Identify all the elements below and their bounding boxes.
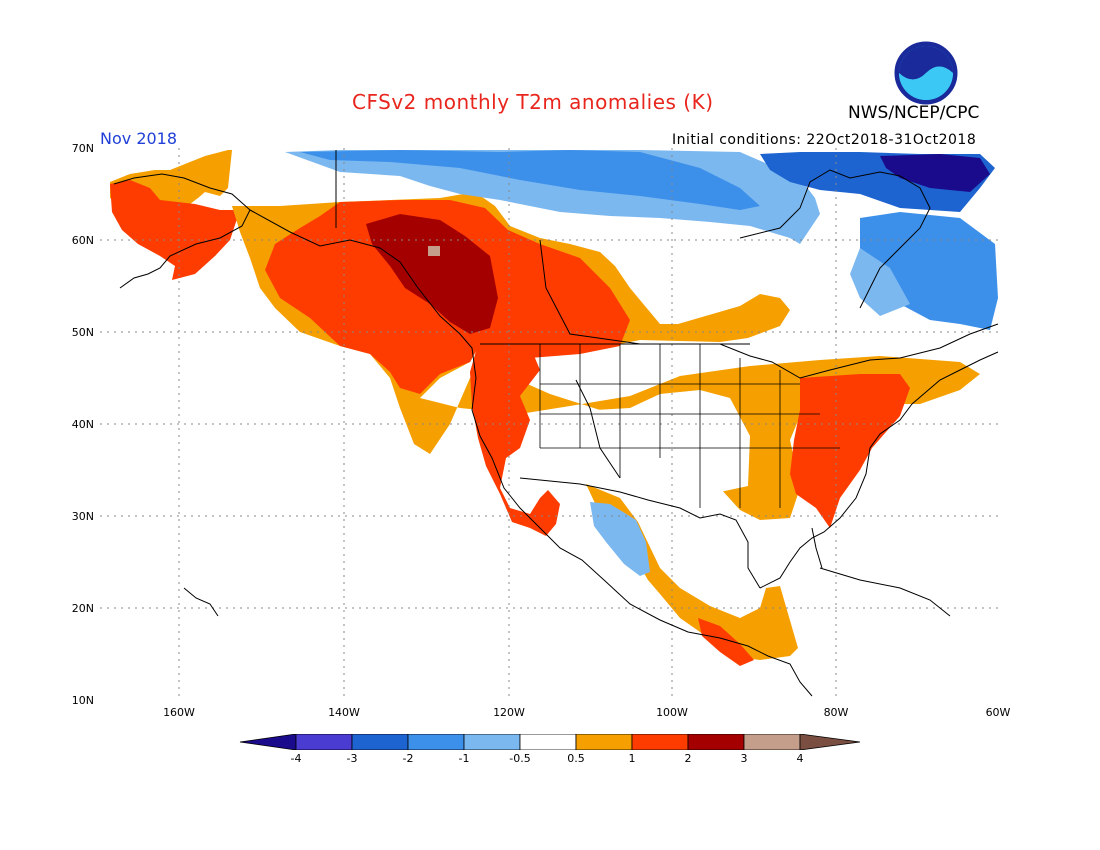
colorbar-swatch-5	[519, 734, 577, 750]
colorbar-label-neg4: -4	[290, 752, 302, 765]
anomaly-shading	[110, 150, 998, 666]
lat-label-50n: 50N	[71, 326, 94, 339]
anomaly-region-alaska-hot	[110, 180, 240, 280]
colorbar-swatch-below-4	[239, 734, 297, 750]
colorbar-label-1: 1	[628, 752, 636, 765]
anomaly-region-quebec-cold	[860, 212, 998, 330]
lat-label-60n: 60N	[71, 234, 94, 247]
colorbar-label-neg2: -2	[402, 752, 414, 765]
colorbar-swatch-6	[575, 734, 633, 750]
forecast-month: Nov 2018	[100, 129, 178, 148]
lat-label-20n: 20N	[71, 602, 94, 615]
colorbar-label-neg1: -1	[458, 752, 470, 765]
colorbar-swatch-4	[463, 734, 521, 750]
lon-label-100w: 100W	[656, 706, 688, 719]
noaa-logo-icon	[893, 40, 959, 106]
lat-label-30n: 30N	[71, 510, 94, 523]
state-borders	[539, 344, 840, 508]
anomaly-region-mexico-cool	[590, 502, 650, 576]
anomaly-cell-extreme	[428, 246, 440, 256]
colorbar-swatch-3	[407, 734, 465, 750]
colorbar-label-2: 2	[684, 752, 692, 765]
colorbar-label-neg0-5: -0.5	[509, 752, 531, 765]
lat-label-70n: 70N	[71, 142, 94, 155]
colorbar-label-4: 4	[796, 752, 804, 765]
colorbar	[239, 734, 861, 750]
temperature-anomaly-map	[100, 148, 1000, 700]
map-title: CFSv2 monthly T2m anomalies (K)	[352, 90, 714, 114]
coastlines	[113, 150, 999, 697]
lat-label-40n: 40N	[71, 418, 94, 431]
anomaly-region-useast-hot	[790, 374, 910, 528]
lat-label-10n: 10N	[71, 694, 94, 707]
lon-label-140w: 140W	[328, 706, 360, 719]
colorbar-label-neg3: -3	[346, 752, 358, 765]
colorbar-swatch-9	[743, 734, 801, 750]
anomaly-region-uswest-hot	[470, 344, 560, 536]
lon-label-160w: 160W	[163, 706, 195, 719]
lon-label-80w: 80W	[823, 706, 849, 719]
initial-conditions: Initial conditions: 22Oct2018-31Oct2018	[672, 132, 977, 148]
lon-label-120w: 120W	[493, 706, 525, 719]
anomaly-region-centralam-hot	[698, 618, 754, 666]
colorbar-label-0-5: 0.5	[567, 752, 585, 765]
anomaly-region-southwest-neutral	[560, 390, 750, 492]
colorbar-swatch-8	[687, 734, 745, 750]
colorbar-swatch-2	[351, 734, 409, 750]
colorbar-label-3: 3	[740, 752, 748, 765]
anomaly-region-arctic-extreme-cold	[880, 154, 990, 192]
anomaly-region-bc-very-hot	[366, 214, 498, 334]
colorbar-swatch-above-4	[799, 734, 861, 750]
colorbar-swatch-7	[631, 734, 689, 750]
anomaly-region-arctic-cold	[300, 150, 760, 210]
colorbar-swatch-1	[295, 734, 353, 750]
map-gridlines	[100, 148, 1000, 700]
agency-label: NWS/NCEP/CPC	[848, 103, 980, 123]
lon-label-60w: 60W	[985, 706, 1011, 719]
